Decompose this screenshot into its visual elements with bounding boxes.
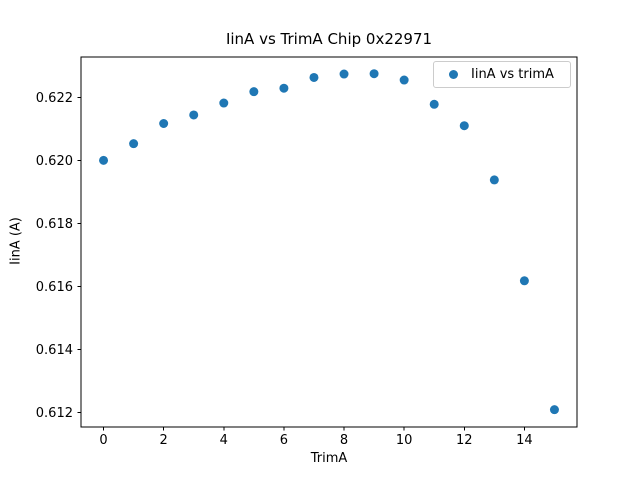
scatter-point — [369, 69, 379, 79]
x-tick-label: 6 — [280, 433, 288, 448]
scatter-point — [99, 155, 109, 165]
axes-frame — [80, 56, 578, 428]
scatter-point — [219, 98, 229, 108]
x-tick-label: 14 — [516, 433, 533, 448]
y-axis-label: IinA (A) — [8, 217, 24, 265]
scatter-point — [279, 83, 289, 93]
x-tick-label: 12 — [456, 433, 473, 448]
x-axis-label: TrimA — [310, 451, 348, 466]
scatter-point — [249, 87, 259, 97]
scatter-point — [429, 99, 439, 109]
scatter-point — [459, 121, 469, 131]
scatter-point — [399, 75, 409, 85]
scatter-point — [519, 276, 529, 286]
y-tick-label: 0.622 — [36, 91, 73, 106]
x-tick-label: 0 — [99, 433, 107, 448]
y-tick-label: 0.618 — [36, 217, 73, 232]
scatter-point — [129, 139, 139, 149]
scatter-point — [159, 118, 169, 128]
legend-label: IinA vs trimA — [471, 67, 554, 82]
x-tick-label: 10 — [396, 433, 413, 448]
y-tick-label: 0.614 — [36, 343, 73, 358]
scatter-point — [489, 175, 499, 185]
legend-marker-dot — [449, 70, 458, 79]
chart-title: IinA vs TrimA Chip 0x22971 — [225, 30, 433, 48]
scatter-point — [189, 110, 199, 120]
legend: IinA vs trimA — [433, 61, 571, 88]
y-tick-label: 0.616 — [36, 280, 73, 295]
x-tick-label: 8 — [340, 433, 348, 448]
x-tick-label: 2 — [160, 433, 168, 448]
scatter-point — [309, 72, 319, 82]
scatter-point — [549, 405, 559, 415]
scatter-point — [339, 69, 349, 79]
y-tick-label: 0.620 — [36, 154, 73, 169]
y-tick-label: 0.612 — [36, 406, 73, 421]
x-tick-label: 4 — [220, 433, 228, 448]
